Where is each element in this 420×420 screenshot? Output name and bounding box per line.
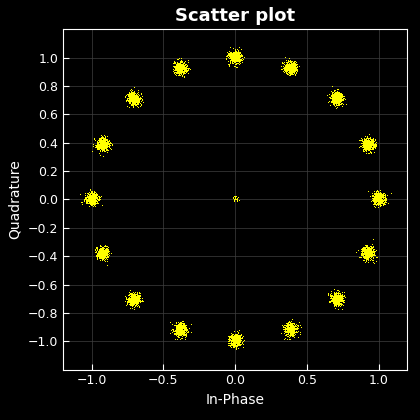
- Y-axis label: Quadrature: Quadrature: [8, 160, 22, 239]
- Channel 1: [234, 347, 239, 352]
- Line: Channel 1: Channel 1: [78, 47, 392, 351]
- Channel 1: [128, 297, 133, 302]
- X-axis label: In-Phase: In-Phase: [206, 393, 265, 407]
- Channel 1: [101, 142, 106, 147]
- Channel 1: [231, 200, 236, 205]
- Channel 1: [236, 45, 241, 50]
- Channel 1: [97, 143, 102, 148]
- Title: Scatter plot: Scatter plot: [175, 7, 295, 25]
- Channel 1: [331, 97, 336, 102]
- Channel 1: [378, 194, 383, 199]
- Channel 1: [102, 251, 107, 256]
- Channel 1: [179, 331, 184, 336]
